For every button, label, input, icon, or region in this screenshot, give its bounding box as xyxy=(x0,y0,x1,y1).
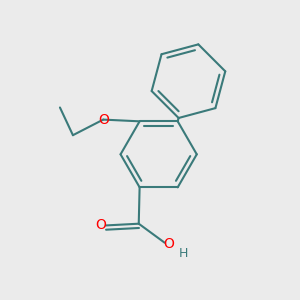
Text: H: H xyxy=(179,247,188,260)
Text: O: O xyxy=(98,112,109,127)
Text: O: O xyxy=(164,237,175,250)
Text: O: O xyxy=(95,218,106,232)
